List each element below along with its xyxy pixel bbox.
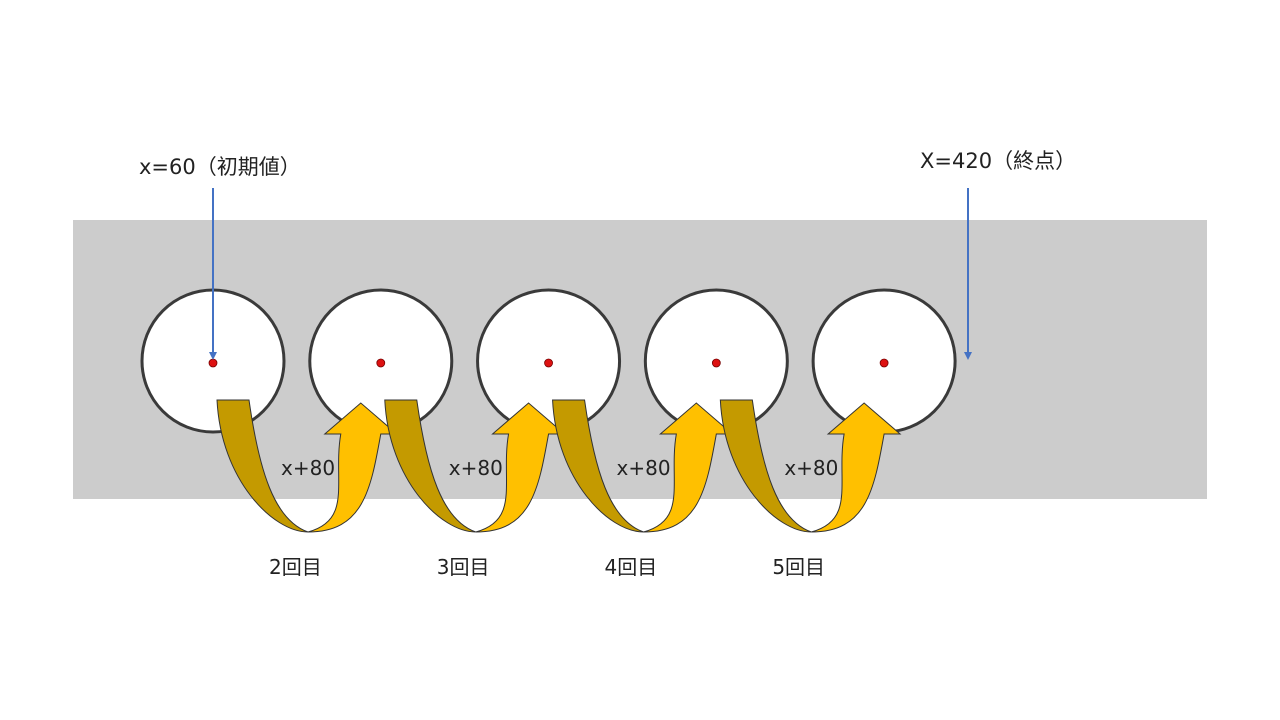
step-label-5: 5回目 — [772, 555, 825, 579]
center-dot-4 — [711, 358, 721, 368]
step-labels-group: x+80 2回目 x+80 3回目 x+80 4回目 x+80 5回目 — [269, 456, 838, 579]
center-dot-2 — [376, 358, 386, 368]
center-dot-1 — [208, 358, 218, 368]
start-label: x=60（初期値） — [139, 155, 301, 179]
step-arrow-4 — [552, 399, 734, 533]
step-arrow-2 — [216, 399, 399, 533]
step-arrow-3 — [384, 399, 566, 533]
increment-label-3: x+80 — [449, 456, 503, 480]
increment-label-5: x+80 — [784, 456, 838, 480]
step-arrows-group — [216, 399, 902, 533]
step-label-4: 4回目 — [605, 555, 658, 579]
center-dot-3 — [544, 358, 553, 368]
increment-label-4: x+80 — [617, 456, 671, 480]
end-label: X=420（終点） — [920, 149, 1076, 173]
step-label-3: 3回目 — [437, 555, 490, 579]
step-arrow-5 — [719, 399, 902, 533]
step-label-2: 2回目 — [269, 555, 322, 579]
center-dot-5 — [879, 358, 889, 368]
circles-group — [140, 288, 957, 434]
increment-label-2: x+80 — [281, 456, 335, 480]
